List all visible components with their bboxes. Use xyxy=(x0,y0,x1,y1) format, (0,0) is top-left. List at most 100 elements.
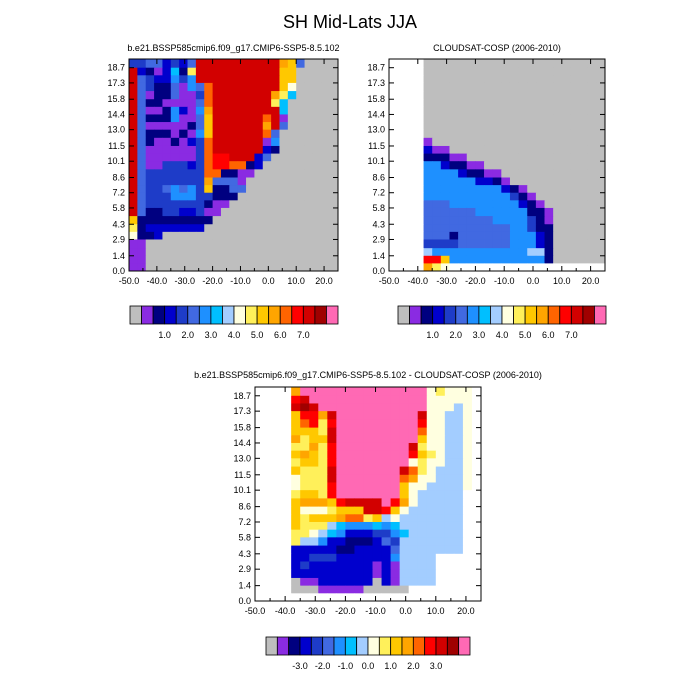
heatmap-cell xyxy=(195,177,205,186)
heatmap-cell xyxy=(273,593,283,602)
heatmap-cell xyxy=(509,153,519,162)
heatmap-cell xyxy=(312,114,322,123)
heatmap-cell xyxy=(408,561,419,570)
heatmap-cell xyxy=(462,569,473,579)
heatmap-cell xyxy=(262,263,272,272)
heatmap-cell xyxy=(390,458,401,467)
heatmap-cell xyxy=(129,122,138,131)
heatmap-cell xyxy=(423,200,433,209)
heatmap-cell xyxy=(318,577,328,587)
heatmap-cell xyxy=(596,161,606,170)
heatmap-cell xyxy=(561,99,571,108)
colorbar-box xyxy=(291,305,304,325)
heatmap-cell xyxy=(255,435,265,444)
y-tick-label: 5.8 xyxy=(372,203,385,213)
heatmap-cell xyxy=(458,248,468,257)
heatmap-cell xyxy=(381,553,391,562)
heatmap-cell xyxy=(300,514,310,523)
heatmap-cell xyxy=(527,263,537,272)
heatmap-cell xyxy=(414,137,424,147)
heatmap-cell xyxy=(145,122,155,131)
heatmap-cell xyxy=(399,490,410,499)
heatmap-cell xyxy=(129,137,138,147)
heatmap-cell xyxy=(406,248,416,257)
heatmap-cell xyxy=(129,99,138,108)
heatmap-cell xyxy=(501,263,511,272)
heatmap-cell xyxy=(262,231,272,240)
heatmap-cell xyxy=(432,82,442,92)
heatmap-cell xyxy=(154,216,163,225)
heatmap-cell xyxy=(544,99,554,108)
heatmap-cell xyxy=(492,216,502,225)
heatmap-cell xyxy=(262,129,272,139)
heatmap-cell xyxy=(345,466,355,476)
heatmap-cell xyxy=(279,99,289,108)
heatmap-cell xyxy=(264,450,274,459)
heatmap-cell xyxy=(426,435,437,444)
heatmap-cell xyxy=(399,419,410,429)
heatmap-cell xyxy=(440,185,450,194)
heatmap-cell xyxy=(381,450,391,459)
heatmap-cell xyxy=(195,224,205,233)
heatmap-cell xyxy=(154,207,163,217)
heatmap-cell xyxy=(587,129,597,139)
heatmap-cell xyxy=(432,106,442,115)
heatmap-cell xyxy=(417,529,428,538)
heatmap-cell xyxy=(466,145,476,154)
heatmap-cell xyxy=(327,387,337,397)
y-tick-label: 13.0 xyxy=(233,453,251,463)
heatmap-cell xyxy=(220,239,230,249)
heatmap-cell xyxy=(390,482,401,491)
heatmap-cell xyxy=(300,593,310,602)
heatmap-cell xyxy=(553,122,563,131)
heatmap-cell xyxy=(417,585,428,594)
heatmap-cell xyxy=(579,177,589,186)
heatmap-cell xyxy=(212,216,222,225)
heatmap-cell xyxy=(229,75,239,84)
heatmap-cell xyxy=(408,545,419,555)
heatmap-cell xyxy=(535,231,545,240)
heatmap-cell xyxy=(129,91,138,100)
heatmap-cell xyxy=(170,200,180,209)
heatmap-cell xyxy=(408,419,419,429)
heatmap-cell xyxy=(279,122,289,131)
heatmap-cell xyxy=(440,145,450,154)
heatmap-cell xyxy=(440,248,450,257)
heatmap-cell xyxy=(327,458,337,467)
heatmap-cell xyxy=(509,185,519,194)
heatmap-cell xyxy=(129,207,138,217)
heatmap-cell xyxy=(535,99,545,108)
heatmap-cell xyxy=(137,177,147,186)
heatmap-cell xyxy=(579,153,589,162)
heatmap-cell xyxy=(212,122,222,131)
heatmap-cell xyxy=(237,177,247,186)
heatmap-cell xyxy=(426,474,437,483)
heatmap-cell xyxy=(426,529,437,538)
heatmap-cell xyxy=(363,490,373,499)
heatmap-cell xyxy=(458,114,468,123)
heatmap-cell xyxy=(318,545,328,555)
heatmap-cell xyxy=(570,114,580,123)
heatmap-cell xyxy=(444,403,455,412)
colorbar-label: 2.0 xyxy=(407,661,420,671)
heatmap-cell xyxy=(363,387,373,397)
heatmap-cell xyxy=(273,474,283,483)
heatmap-cell xyxy=(229,177,239,186)
heatmap-cell xyxy=(518,99,528,108)
heatmap-cell xyxy=(170,82,180,92)
heatmap-cell xyxy=(321,255,331,264)
heatmap-cell xyxy=(449,137,459,147)
heatmap-cell xyxy=(170,207,180,217)
heatmap-cell xyxy=(492,161,502,170)
heatmap-cell xyxy=(254,153,264,162)
heatmap-cell xyxy=(279,145,289,154)
x-tick-label: 20.0 xyxy=(457,606,475,616)
x-tick-label: -30.0 xyxy=(174,276,195,286)
heatmap-cell xyxy=(271,207,280,217)
heatmap-cell xyxy=(296,67,305,76)
heatmap-cell xyxy=(453,435,464,444)
heatmap-cell xyxy=(282,442,292,452)
heatmap-cell xyxy=(579,263,589,272)
heatmap-cell xyxy=(170,216,180,225)
heatmap-cell xyxy=(406,169,416,178)
